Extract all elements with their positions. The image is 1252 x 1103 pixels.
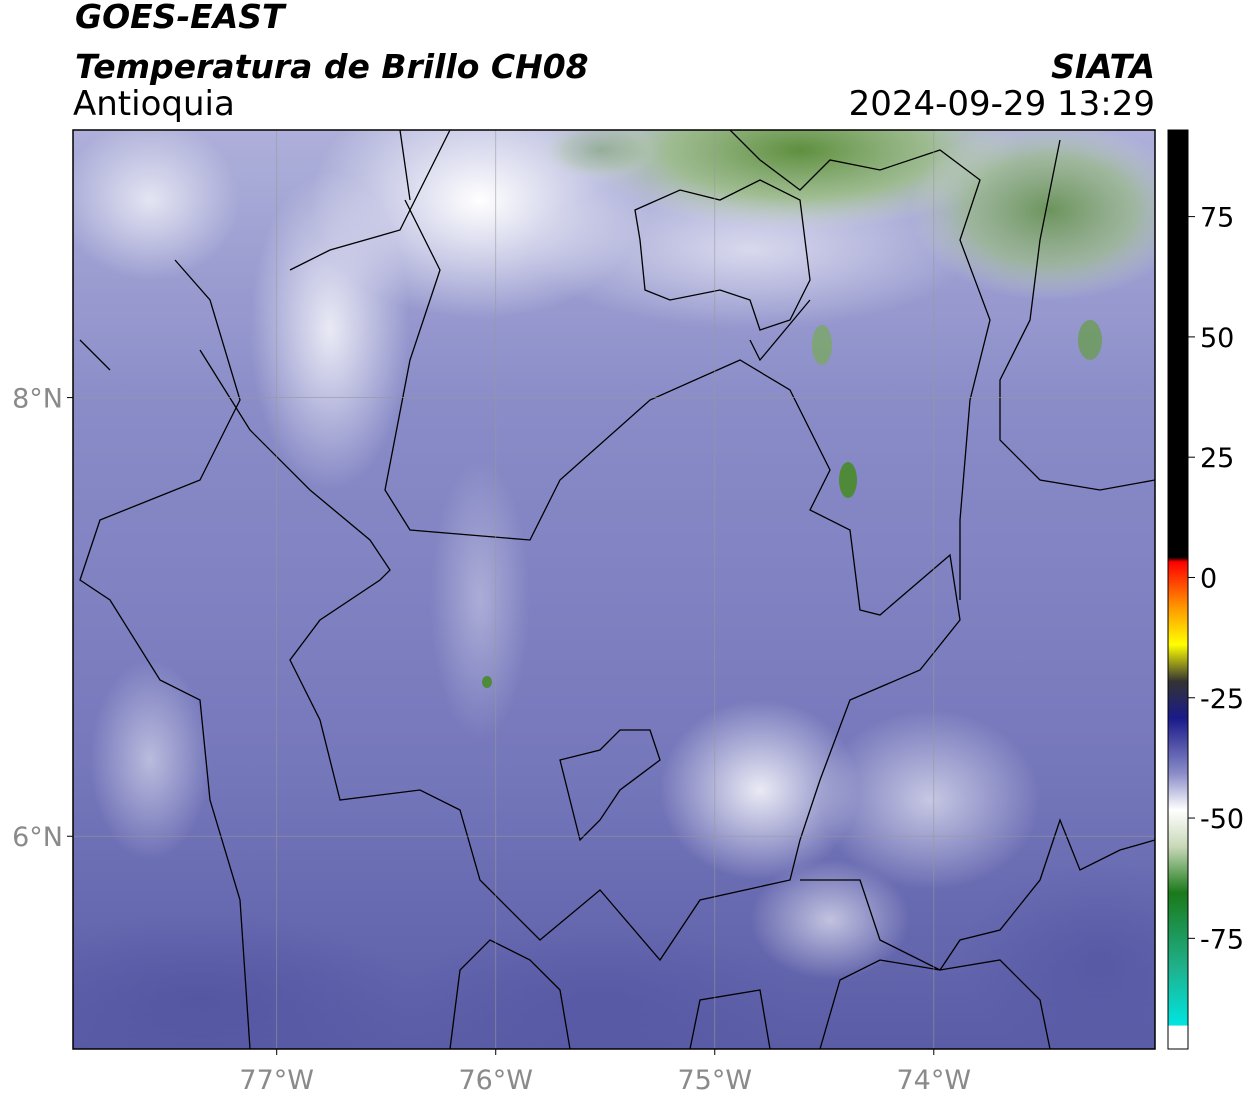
map-imagery	[73, 130, 1155, 1049]
colorbar-tick-label: -50	[1200, 804, 1244, 835]
map-frame	[72, 129, 1156, 1050]
graticule	[73, 130, 1155, 1049]
colorbar-tick-label: 0	[1200, 563, 1217, 594]
colorbar-tick-label: -75	[1200, 924, 1244, 955]
colorbar-tick-label: 50	[1200, 323, 1234, 354]
colorbar-tick-label: 75	[1200, 203, 1234, 234]
satellite-title: GOES-EAST	[75, 0, 287, 36]
y-tick-label: 6°N	[12, 822, 63, 853]
region: Antioquia	[73, 84, 235, 124]
y-tick-label: 8°N	[12, 384, 63, 415]
x-tick-label: 77°W	[239, 1065, 314, 1096]
product-title: Temperatura de Brillo CH08	[75, 47, 589, 86]
colorbar-tick-label: 25	[1200, 443, 1234, 474]
borders	[79, 130, 1155, 1049]
colorbar-tick-label: -25	[1200, 684, 1244, 715]
colorbar	[1167, 129, 1189, 1050]
datetime: 2024-09-29 13:29	[849, 84, 1155, 124]
x-tick-label: 76°W	[458, 1065, 533, 1096]
source: SIATA	[1051, 47, 1155, 86]
x-tick-label: 74°W	[897, 1065, 972, 1096]
x-tick-label: 75°W	[677, 1065, 752, 1096]
